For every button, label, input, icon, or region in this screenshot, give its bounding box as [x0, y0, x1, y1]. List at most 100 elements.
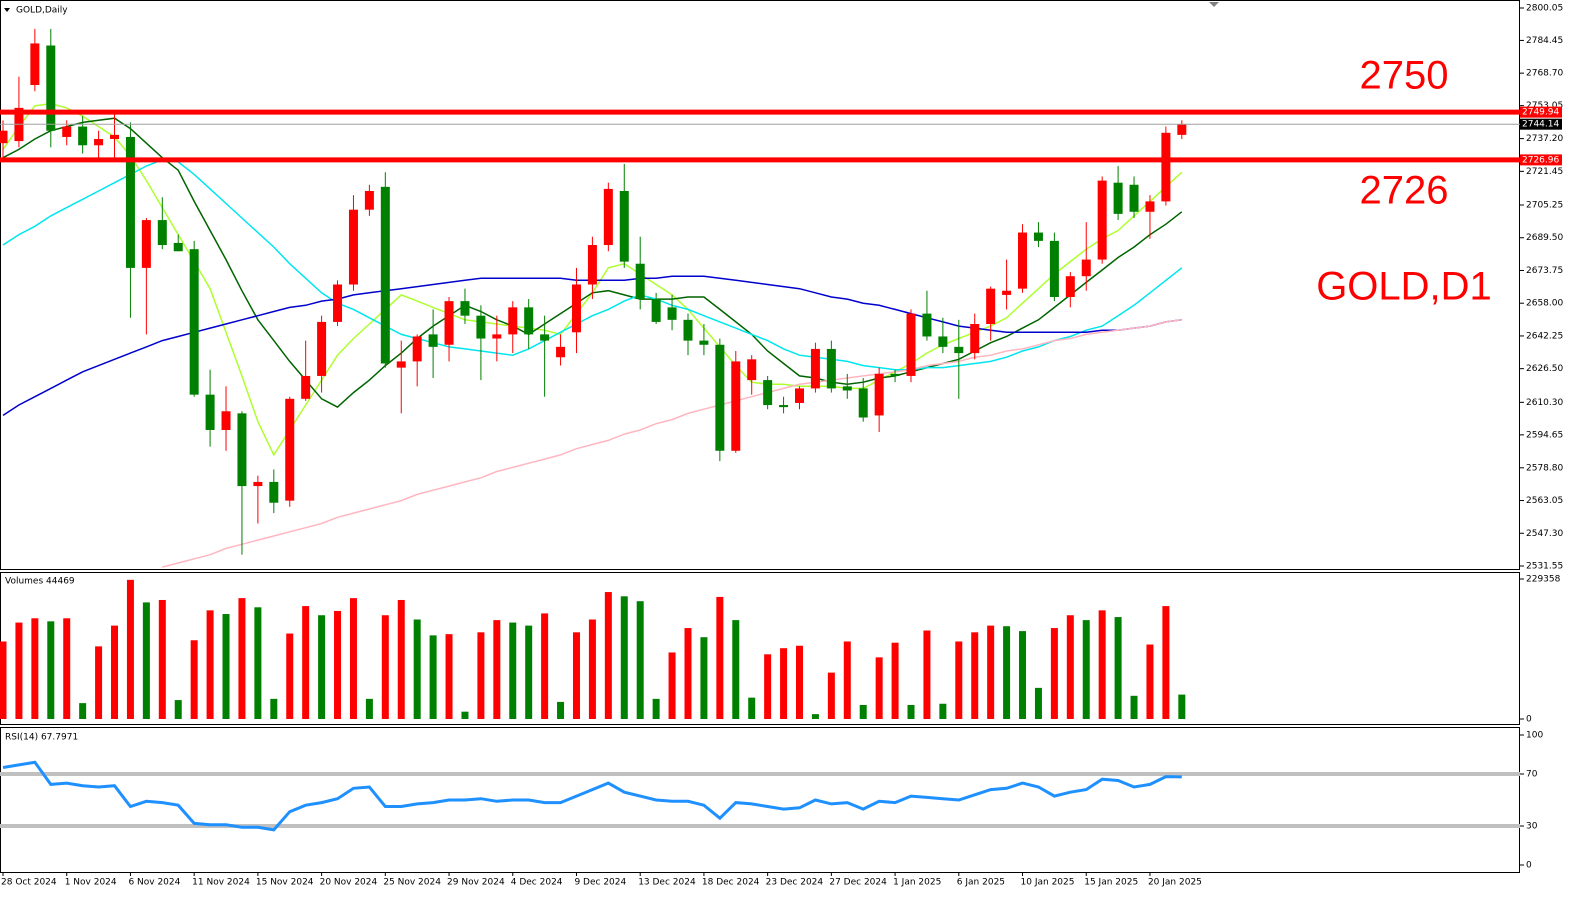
candle-body	[1113, 182, 1123, 214]
x-tick-label: 15 Jan 2025	[1084, 878, 1138, 888]
volume-bar	[557, 701, 565, 719]
candle-body	[731, 361, 741, 451]
annotation: GOLD,D1	[1316, 265, 1492, 309]
candle-body	[380, 186, 390, 364]
volume-bar	[349, 598, 357, 719]
volume-bar	[891, 642, 899, 719]
candle-body	[62, 126, 72, 137]
candle-body	[1161, 132, 1171, 202]
x-tick-label: 28 Oct 2024	[1, 878, 57, 888]
volume-bar	[780, 648, 788, 719]
candle-body	[603, 188, 613, 246]
volume-bar	[79, 703, 87, 719]
volume-bar	[1162, 606, 1170, 719]
volume-bar	[859, 704, 867, 719]
volume-bar	[126, 579, 134, 719]
volume-bar	[732, 620, 740, 719]
y-tick-label: 2578.80	[1526, 463, 1563, 473]
x-tick-label: 25 Nov 2024	[383, 878, 441, 888]
candle-body	[826, 348, 836, 389]
price-level-box	[1520, 154, 1562, 166]
price-level-label: 2726.96	[1522, 155, 1559, 165]
volume-bar	[923, 630, 931, 719]
candle-body	[986, 288, 996, 324]
candle-body	[795, 388, 804, 403]
volume-bar	[47, 621, 55, 719]
candle-body	[110, 134, 120, 140]
volume-bar	[620, 596, 628, 719]
candle-body	[540, 334, 550, 341]
candle-body	[253, 481, 263, 487]
volume-bar	[1050, 628, 1058, 719]
y-tick-label: 2547.30	[1526, 529, 1563, 539]
candle-body	[571, 284, 581, 333]
y-tick-label: 2642.25	[1526, 331, 1563, 341]
volume-bar	[843, 641, 851, 719]
candle-body	[906, 313, 916, 376]
volume-bar	[365, 698, 373, 719]
volume-bar	[811, 714, 819, 719]
volume-bar	[700, 637, 708, 719]
volume-bar	[1178, 694, 1186, 719]
x-tick-label: 20 Nov 2024	[320, 878, 378, 888]
volume-bar	[190, 640, 198, 719]
menu-triangle[interactable]	[4, 8, 10, 12]
candle-body	[524, 307, 534, 335]
x-tick-label: 9 Dec 2024	[574, 878, 626, 888]
candle-body	[173, 242, 183, 252]
candle-body	[922, 313, 932, 337]
y-tick-label: 2531.55	[1526, 562, 1563, 572]
volume-bar	[668, 652, 676, 719]
candle-body	[763, 380, 773, 406]
volume-bar	[652, 698, 660, 719]
volume-bar	[1003, 626, 1011, 719]
candle-body	[221, 411, 231, 430]
candle-body	[1177, 124, 1187, 135]
volume-bar	[907, 704, 915, 719]
candle-body	[1002, 290, 1012, 295]
candle-body	[938, 336, 948, 347]
y-tick-label: 2784.45	[1526, 36, 1563, 46]
candle-body	[970, 323, 980, 354]
y-tick-label: 2626.50	[1526, 364, 1563, 374]
candle-body	[269, 481, 279, 503]
volume-bar	[445, 634, 453, 719]
volume-bar	[971, 632, 979, 719]
y-tick-label: 2689.50	[1526, 233, 1563, 243]
volume-bar	[525, 625, 533, 719]
candle-body	[1033, 232, 1043, 241]
price-level-box	[1520, 106, 1562, 118]
moving-average	[162, 319, 1182, 568]
y-tick-label: 0	[1526, 715, 1532, 725]
x-tick-label: 1 Nov 2024	[65, 878, 117, 888]
rsi-panel	[0, 727, 1520, 873]
volume-bar	[477, 632, 485, 719]
price-level-label: 2744.14	[1522, 120, 1559, 130]
x-tick-label: 6 Jan 2025	[957, 878, 1005, 888]
volume-bar	[397, 599, 405, 719]
volume-bar	[987, 625, 995, 719]
volume-bar	[318, 615, 326, 719]
volume-bar	[222, 614, 230, 719]
volume-bar	[493, 620, 501, 719]
candle-body	[874, 373, 884, 416]
volume-bar	[1130, 695, 1138, 719]
candle-body	[205, 394, 215, 430]
price-level-label: 2749.94	[1522, 108, 1559, 118]
volume-bar	[461, 711, 469, 719]
volume-bar	[1082, 620, 1090, 719]
candle-body	[396, 361, 406, 368]
volume-bar	[206, 610, 214, 719]
candle-body	[460, 301, 470, 316]
candle-body	[667, 307, 677, 320]
volume-bar	[604, 592, 612, 719]
volume-bar	[174, 700, 182, 719]
candle-body	[364, 190, 374, 210]
candle-body	[444, 301, 454, 345]
candle-body	[651, 299, 661, 322]
y-tick-label: 70	[1526, 770, 1538, 780]
rsi-line	[2, 760, 1182, 832]
volume-bar	[939, 703, 947, 719]
candle-body	[842, 386, 852, 391]
